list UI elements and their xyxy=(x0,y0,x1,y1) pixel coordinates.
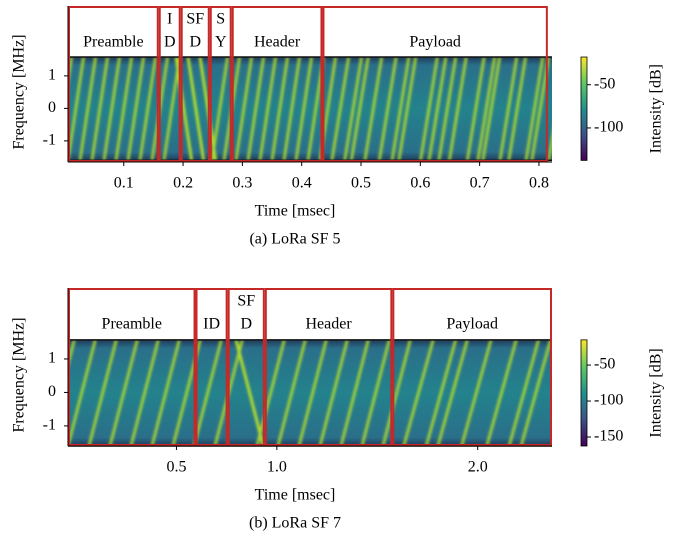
chirps xyxy=(68,339,552,446)
colorbar-label: Intensity [dB] xyxy=(648,64,665,153)
region-label: Payload xyxy=(409,34,461,51)
x-tick-label: 2.0 xyxy=(468,459,488,476)
x-tick-label: 0.8 xyxy=(529,175,549,192)
region-label: Header xyxy=(254,34,301,51)
region-box xyxy=(68,6,159,162)
x-axis-label: Time [msec] xyxy=(255,487,336,504)
chart: Preamble ID SF D Header Payload 1 0 -1 0.5 1.0 2.0 T… xyxy=(11,288,665,532)
region-label: Payload xyxy=(446,316,498,333)
x-tick-label: 0.6 xyxy=(410,175,430,192)
y-axis-label: Frequency [MHz] xyxy=(11,317,28,432)
colorbar xyxy=(580,339,588,447)
y-tick-label: -1 xyxy=(43,417,56,434)
region-box xyxy=(392,288,552,446)
caption: (b) LoRa SF 7 xyxy=(249,515,341,532)
y-tick-label: 1 xyxy=(48,67,56,84)
caption: (a) LoRa SF 5 xyxy=(249,231,340,248)
region-label: Preamble xyxy=(102,316,162,333)
region-label: SF xyxy=(186,11,204,28)
region-label: Preamble xyxy=(83,34,143,51)
region-label: S xyxy=(216,11,225,28)
x-tick-label: 0.2 xyxy=(173,175,193,192)
region-box xyxy=(195,288,228,446)
colorbar-label: Intensity [dB] xyxy=(648,348,665,437)
region-box xyxy=(209,6,232,162)
spectrogram xyxy=(68,339,552,446)
region-box xyxy=(231,6,323,162)
y-tick-label: 0 xyxy=(48,383,56,400)
x-tick-label: 0.1 xyxy=(114,175,134,192)
x-tick-label: 0.7 xyxy=(470,175,490,192)
region-label: SF xyxy=(237,293,255,310)
colorbar-tick-label: -50 xyxy=(594,75,615,92)
region-label: Header xyxy=(305,316,352,333)
region-label: I xyxy=(167,11,172,28)
region-box xyxy=(158,6,181,162)
y-axis-label: Frequency [MHz] xyxy=(11,34,28,149)
x-tick-label: 0.3 xyxy=(232,175,252,192)
x-tick-label: 0.4 xyxy=(292,175,312,192)
x-tick-label: 0.5 xyxy=(166,459,186,476)
colorbar-tick-label: -100 xyxy=(594,392,623,409)
region-box xyxy=(180,6,210,162)
region-label: D xyxy=(189,34,201,51)
region-label: ID xyxy=(203,316,220,333)
colorbar xyxy=(580,56,588,161)
x-tick-label: 0.5 xyxy=(351,175,371,192)
region-label: Y xyxy=(215,34,227,51)
y-tick-label: 1 xyxy=(48,350,56,367)
colorbar-tick-label: -100 xyxy=(594,119,623,136)
colorbar-tick-label: -50 xyxy=(594,356,615,373)
y-tick-label: -1 xyxy=(43,132,56,149)
colorbar-tick-label: -150 xyxy=(594,428,623,445)
y-tick-label: 0 xyxy=(48,99,56,116)
region-box xyxy=(227,288,265,446)
region-box xyxy=(264,288,393,446)
region-box xyxy=(68,288,196,446)
region-box xyxy=(322,6,548,162)
region-label: D xyxy=(164,34,176,51)
x-tick-label: 1.0 xyxy=(267,459,287,476)
region-label: D xyxy=(240,316,252,333)
x-axis-label: Time [msec] xyxy=(255,203,336,220)
